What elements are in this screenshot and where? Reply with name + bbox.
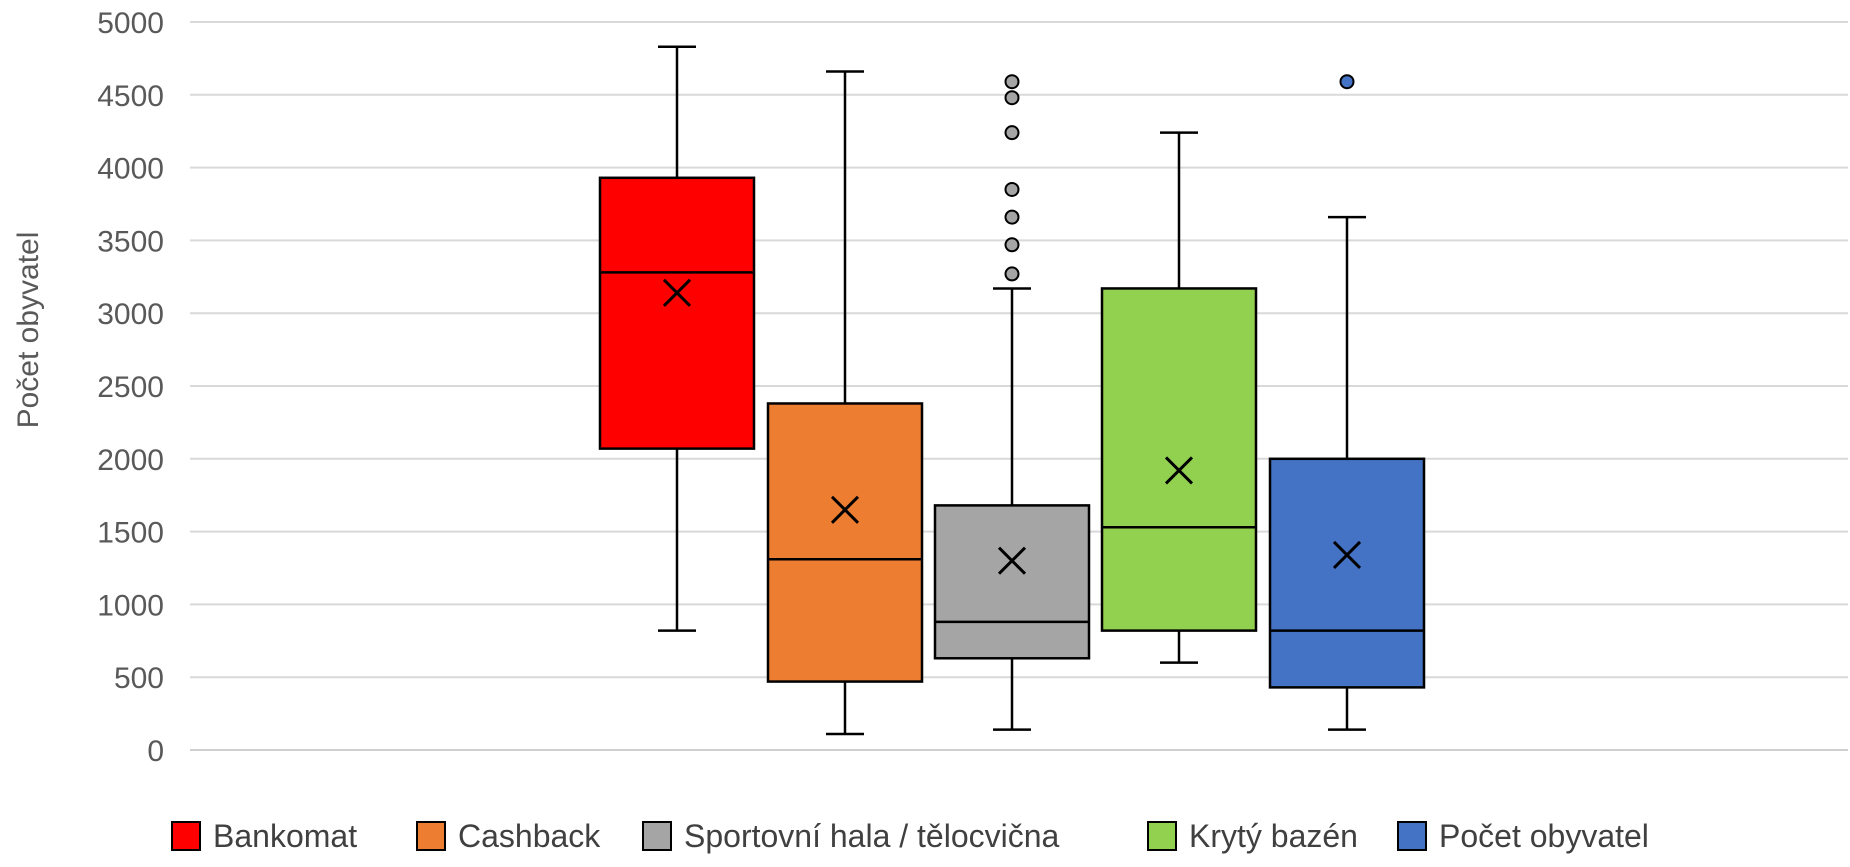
outlier-point — [1004, 237, 1020, 253]
y-axis-title: Počet obyvatel — [12, 232, 45, 429]
y-tick-label: 2500 — [97, 371, 164, 404]
y-tick-label: 1000 — [97, 589, 164, 622]
mean-marker — [662, 278, 692, 307]
legend-swatch — [171, 821, 201, 851]
iqr-box — [933, 504, 1091, 660]
outlier-point — [1004, 266, 1020, 282]
legend-label: Krytý bazén — [1189, 818, 1358, 854]
legend-swatch — [1147, 821, 1177, 851]
legend: Bankomat Cashback Sportovní hala / tělocvi… — [171, 818, 1649, 854]
legend-swatch — [1397, 821, 1427, 851]
legend-label: Počet obyvatel — [1439, 818, 1649, 854]
y-tick-label: 3500 — [97, 225, 164, 258]
legend-label: Sportovní hala / tělocvična — [684, 818, 1060, 854]
y-tick-label: 0 — [147, 735, 164, 768]
legend-swatch — [416, 821, 446, 851]
y-tick-label: 2000 — [97, 444, 164, 477]
box-group — [1100, 131, 1258, 664]
y-axis-tick-labels: 0 500 1000 1500 2000 2500 3000 3500 4000 4500 5000 — [97, 7, 164, 768]
y-tick-label: 500 — [114, 662, 164, 695]
legend-swatch — [642, 821, 672, 851]
y-tick-label: 5000 — [97, 7, 164, 40]
y-tick-label: 4500 — [97, 80, 164, 113]
outlier-point — [1004, 74, 1020, 90]
outlier-point — [1004, 209, 1020, 225]
mean-marker — [830, 495, 860, 524]
y-tick-label: 4000 — [97, 153, 164, 186]
box-group — [1268, 74, 1426, 731]
legend-item: Cashback — [416, 818, 601, 854]
mean-marker — [1164, 456, 1194, 485]
box-group — [766, 70, 924, 736]
mean-marker — [997, 546, 1027, 575]
legend-label: Cashback — [458, 818, 601, 854]
y-tick-label: 1500 — [97, 517, 164, 550]
iqr-box — [1100, 287, 1258, 632]
mean-marker — [1332, 540, 1362, 569]
legend-item: Sportovní hala / tělocvična — [642, 818, 1060, 854]
legend-item: Počet obyvatel — [1397, 818, 1649, 854]
box-group — [933, 74, 1091, 731]
outlier-point — [1004, 125, 1020, 141]
y-tick-label: 3000 — [97, 298, 164, 331]
legend-item: Bankomat — [171, 818, 357, 854]
iqr-box — [598, 176, 756, 450]
outlier-point — [1004, 90, 1020, 106]
gridlines — [190, 21, 1848, 751]
legend-label: Bankomat — [213, 818, 357, 854]
outlier-point — [1004, 181, 1020, 197]
legend-item: Krytý bazén — [1147, 818, 1358, 854]
outlier-point — [1339, 74, 1355, 90]
iqr-box — [1268, 457, 1426, 689]
box-group — [598, 45, 756, 632]
iqr-box — [766, 402, 924, 683]
box-series — [598, 45, 1426, 736]
